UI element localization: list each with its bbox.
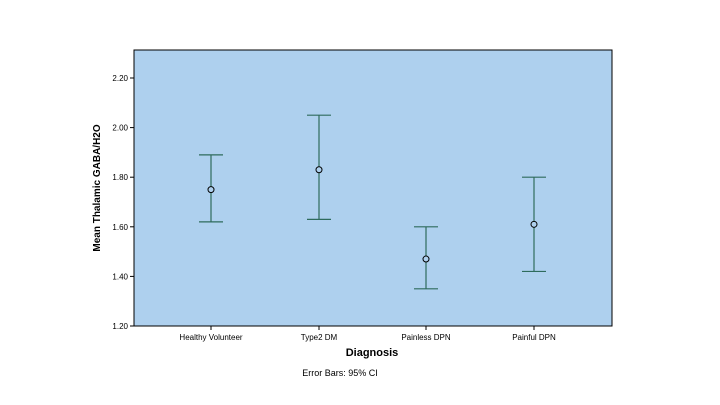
error-bars [199,114,546,290]
x-axis-label: Diagnosis [346,347,399,359]
mean-marker [530,220,538,228]
error-bar [307,114,331,220]
y-tick-label: 2.00 [112,124,128,133]
plot-area [133,49,613,327]
y-tick-label: 1.40 [112,272,128,281]
x-tick-label: Painful DPN [512,333,556,342]
mean-marker [315,166,323,174]
error-bar [199,154,223,223]
y-axis-label: Mean Thalamic GABA/H2O [92,124,103,251]
y-tick-label: 1.20 [112,322,128,331]
x-tick-label: Type2 DM [301,333,338,342]
y-tick-label: 1.60 [112,223,128,232]
error-bar [522,176,546,273]
y-tick-label: 2.20 [112,74,128,83]
mean-marker [207,186,215,194]
mean-marker [422,255,430,263]
error-bar [414,226,438,290]
y-axis-ticks: 1.20 1.40 1.60 1.80 2.00 2.20 [112,74,134,331]
error-bars-footnote: Error Bars: 95% CI [302,368,378,378]
x-tick-label: Painless DPN [401,333,451,342]
x-tick-label: Healthy Volunteer [179,333,242,342]
y-tick-label: 1.80 [112,173,128,182]
x-axis-ticks: Healthy Volunteer Type2 DM Painless DPN Pai… [179,326,556,342]
